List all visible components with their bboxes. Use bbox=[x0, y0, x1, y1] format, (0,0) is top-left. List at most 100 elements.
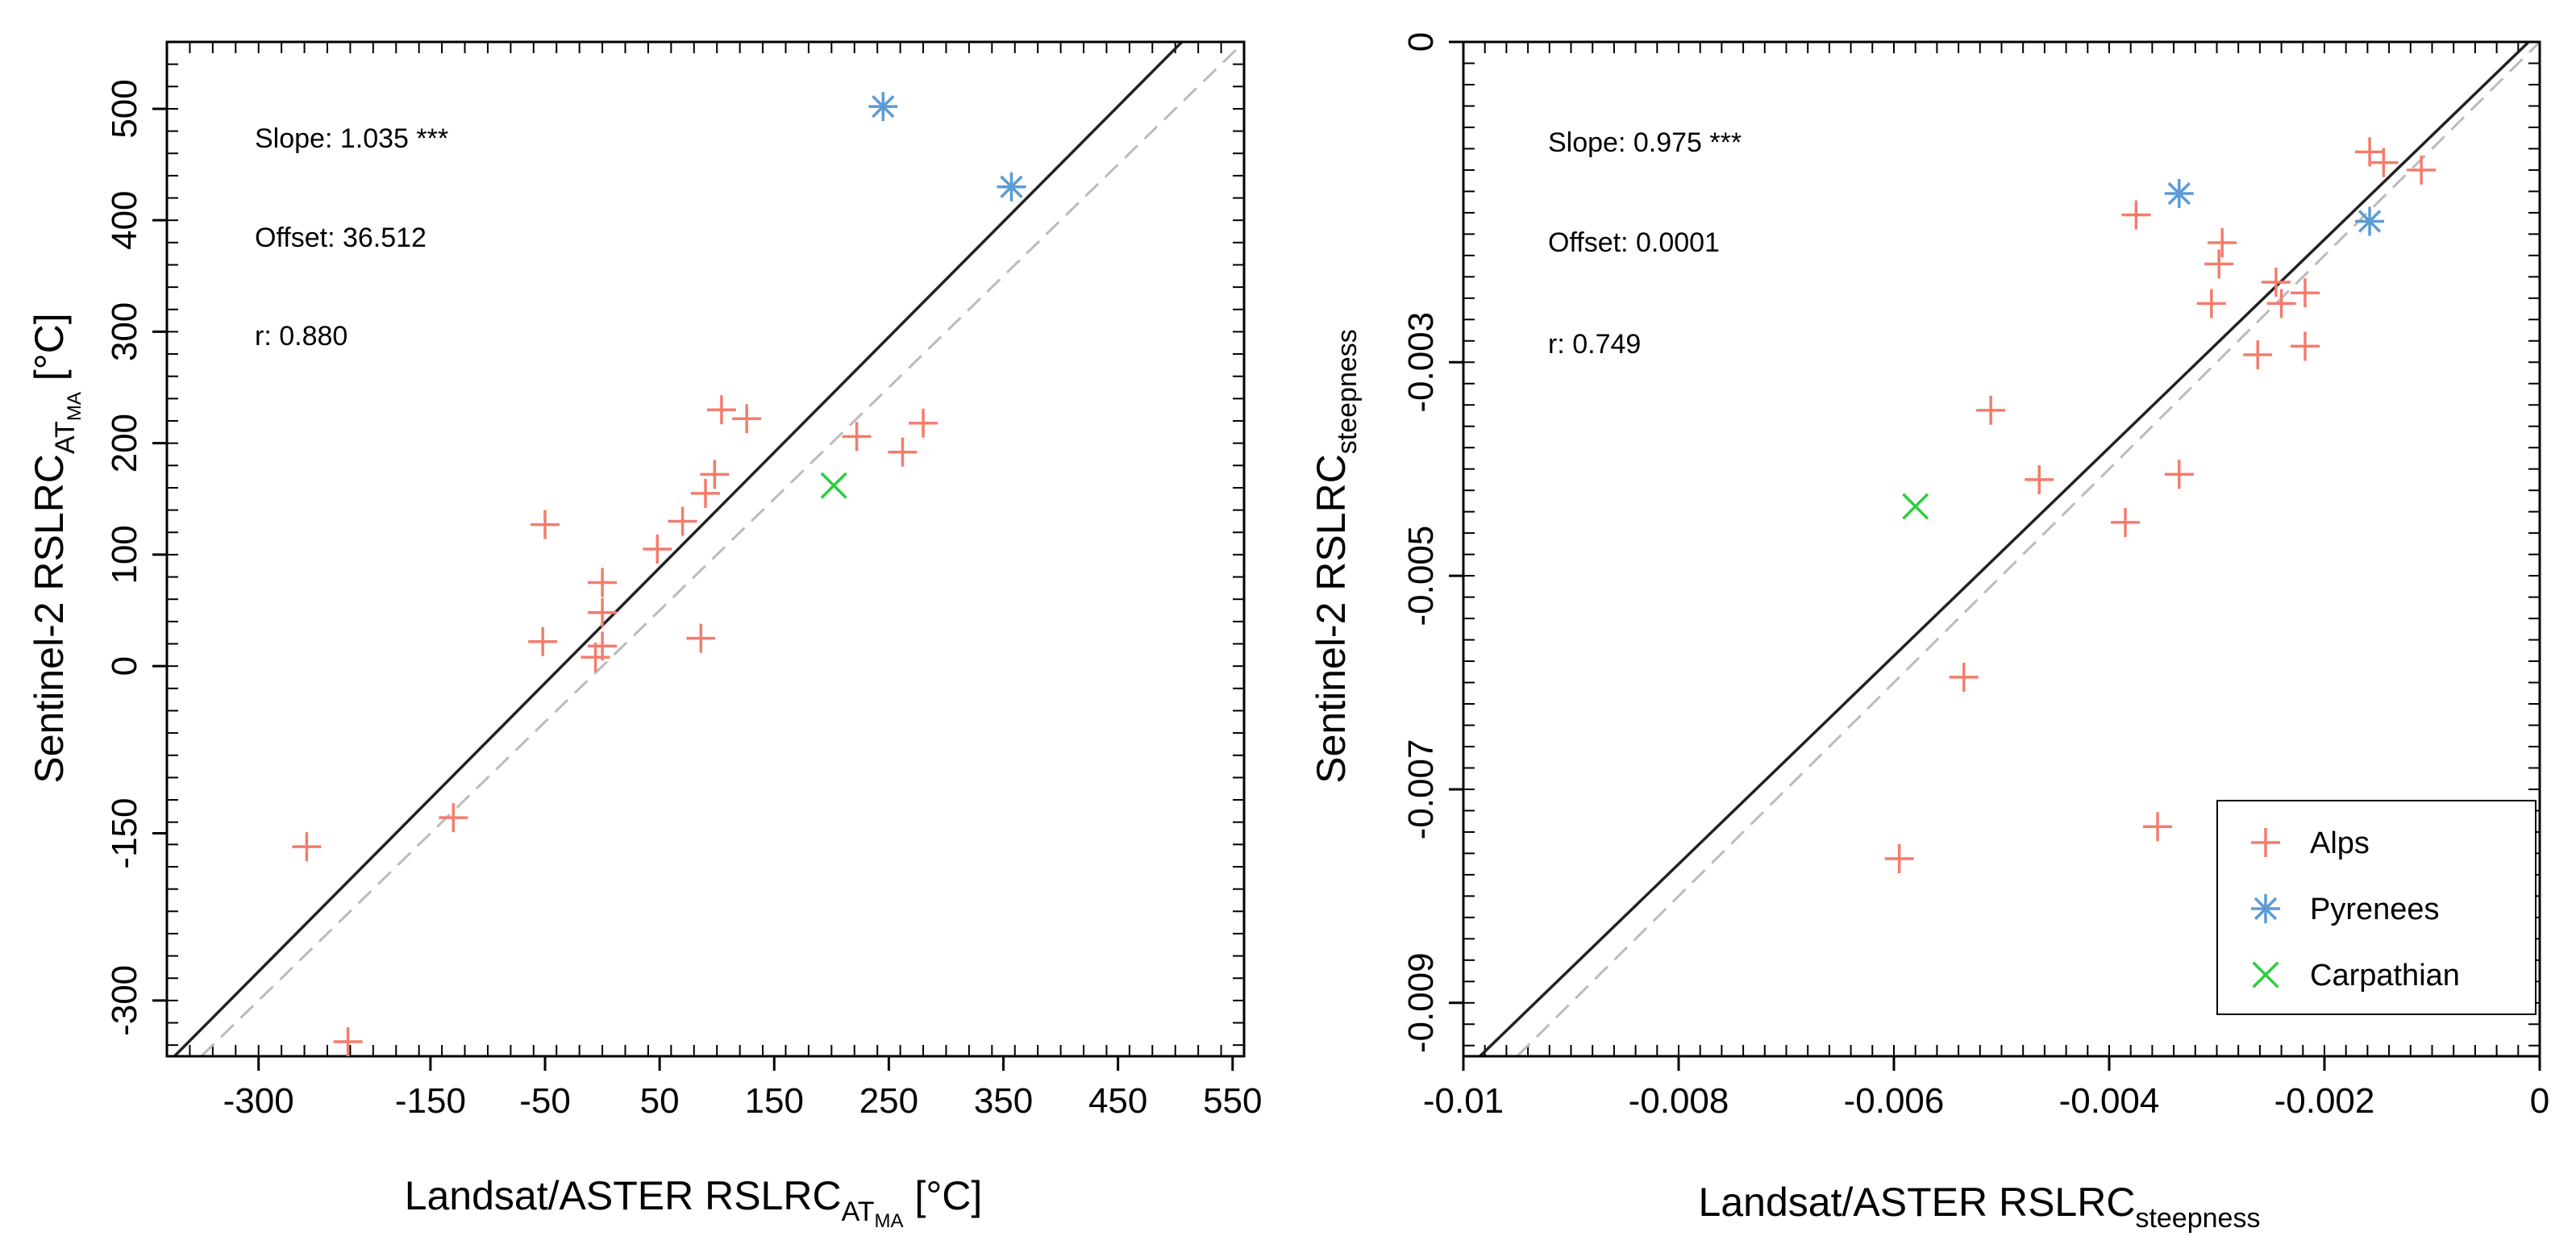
legend-label-alps: Alps bbox=[2310, 826, 2370, 860]
y-axis-title-unit: [°C] bbox=[27, 313, 72, 392]
point-alps bbox=[2143, 812, 2173, 842]
stat-annotation: Slope: 0.975 *** bbox=[1548, 127, 1742, 158]
y-tick-label: -0.005 bbox=[1401, 526, 1441, 626]
point-alps bbox=[2164, 460, 2194, 489]
minor-ticks bbox=[166, 41, 1245, 1056]
stat-annotation: r: 0.749 bbox=[1548, 329, 1641, 360]
x-tick-label: -0.004 bbox=[2059, 1081, 2160, 1121]
legend-label-pyrenees: Pyrenees bbox=[2310, 893, 2440, 926]
x-axis-title: Landsat/ASTER RSLRCsteepness bbox=[1699, 1180, 2261, 1234]
point-pyrenees bbox=[2164, 179, 2194, 209]
point-pyrenees bbox=[2355, 206, 2385, 236]
point-alps bbox=[888, 437, 918, 467]
y-tick-label: 0 bbox=[105, 656, 144, 676]
point-alps bbox=[2196, 289, 2226, 318]
y-tick-label: -150 bbox=[105, 797, 144, 868]
y-tick-label: 400 bbox=[105, 190, 144, 249]
legend-label-carpathian: Carpathian bbox=[2310, 959, 2460, 993]
stat-annotation: Offset: 0.0001 bbox=[1548, 227, 1720, 258]
point-alps bbox=[2204, 249, 2234, 279]
x-tick-label: 150 bbox=[745, 1081, 804, 1121]
stat-annotation: Slope: 1.035 *** bbox=[255, 123, 448, 154]
y-axis-title-main: Sentinel-2 RSLRC bbox=[27, 454, 72, 784]
y-axis-title: Sentinel-2 RSLRCsteepness bbox=[1309, 329, 1363, 784]
point-alps bbox=[668, 506, 697, 536]
x-tick-label: -0.01 bbox=[1423, 1081, 1504, 1121]
point-alps bbox=[909, 408, 938, 438]
x-tick-label: -0.006 bbox=[1844, 1081, 1945, 1121]
point-alps bbox=[706, 395, 736, 425]
point-alps bbox=[2290, 331, 2320, 361]
point-alps bbox=[531, 510, 560, 539]
y-axis-title: Sentinel-2 RSLRCATMA [°C] bbox=[27, 313, 85, 783]
x-tick-label: 450 bbox=[1088, 1081, 1147, 1121]
y-axis-title-sub: AT bbox=[50, 421, 81, 454]
plot-frame bbox=[165, 40, 1246, 1058]
point-pyrenees bbox=[868, 92, 898, 122]
x-axis-title-subsub: MA bbox=[875, 1210, 904, 1232]
y-tick-label: -0.007 bbox=[1401, 739, 1441, 840]
one-to-one-line bbox=[200, 42, 1244, 1056]
x-tick-label: -150 bbox=[395, 1081, 466, 1121]
point-pyrenees bbox=[997, 172, 1026, 202]
legend: Alps Pyrenees Carpathian bbox=[2216, 800, 2536, 1015]
x-tick-label: -50 bbox=[519, 1081, 571, 1121]
point-alps bbox=[2111, 507, 2141, 537]
point-alps bbox=[581, 643, 610, 672]
regression-line bbox=[1478, 42, 2531, 1056]
point-alps bbox=[842, 422, 872, 452]
point-alps bbox=[2243, 339, 2273, 369]
point-alps bbox=[292, 832, 322, 862]
y-tick-label: 0 bbox=[1401, 32, 1441, 52]
plot-frame bbox=[1462, 40, 2541, 1058]
point-alps bbox=[2369, 148, 2399, 177]
point-alps bbox=[686, 623, 716, 653]
point-alps bbox=[588, 568, 618, 597]
y-axis-title-main: Sentinel-2 RSLRC bbox=[1309, 454, 1354, 784]
regression-line bbox=[172, 42, 1184, 1056]
stat-annotation: Offset: 36.512 bbox=[255, 223, 427, 253]
point-alps bbox=[2208, 227, 2237, 257]
x-tick-label: 0 bbox=[2530, 1081, 2549, 1121]
y-tick-label: -300 bbox=[105, 965, 144, 1036]
point-alps bbox=[588, 631, 618, 661]
chart-left-atma: -300 -150 -50 50 150 250 350 450 550 -300 -150 0 100… bbox=[27, 40, 1262, 1232]
point-carpathian bbox=[1902, 493, 1929, 520]
point-alps bbox=[2290, 278, 2320, 308]
point-alps bbox=[528, 626, 558, 656]
x-tick-label: -0.002 bbox=[2274, 1081, 2375, 1121]
y-axis-title-subsub: MA bbox=[64, 392, 85, 421]
y-tick-label: -0.009 bbox=[1401, 952, 1441, 1053]
x-tick-label: 350 bbox=[974, 1081, 1033, 1121]
legend-marker-carpathian bbox=[2252, 961, 2279, 989]
y-axis-title-sub: steepness bbox=[1332, 329, 1363, 454]
x-tick-label: -0.008 bbox=[1629, 1081, 1729, 1121]
x-axis-title: Landsat/ASTER RSLRCATMA [°C] bbox=[405, 1173, 983, 1232]
x-tick-label: -300 bbox=[223, 1081, 294, 1121]
point-alps bbox=[2407, 155, 2437, 185]
point-alps bbox=[2025, 464, 2054, 494]
y-tick-label: -0.003 bbox=[1401, 312, 1441, 413]
x-tick-label: 50 bbox=[640, 1081, 680, 1121]
y-tick-label: 100 bbox=[105, 525, 144, 584]
point-alps bbox=[700, 460, 730, 489]
x-axis-title-unit: [°C] bbox=[904, 1173, 983, 1218]
chart-right-steepness: -0.01 -0.008 -0.006 -0.004 -0.002 0 -0.009 -0.0… bbox=[1309, 32, 2549, 1234]
x-tick-label: 550 bbox=[1203, 1081, 1262, 1121]
one-to-one-line bbox=[1516, 42, 2540, 1056]
y-tick-label: 300 bbox=[105, 302, 144, 361]
x-axis-title-main: Landsat/ASTER RSLRC bbox=[405, 1173, 842, 1218]
point-alps bbox=[1949, 662, 1979, 692]
point-carpathian bbox=[820, 472, 847, 499]
y-tick-label: 200 bbox=[105, 414, 144, 472]
point-alps bbox=[691, 478, 720, 508]
legend-marker-alps bbox=[2251, 828, 2280, 857]
point-alps bbox=[2261, 267, 2291, 297]
x-tick-label: 250 bbox=[859, 1081, 918, 1121]
x-axis-title-main: Landsat/ASTER RSLRC bbox=[1699, 1180, 2136, 1225]
x-axis-title-sub: AT bbox=[842, 1197, 875, 1227]
point-alps bbox=[643, 535, 672, 564]
point-alps bbox=[1884, 844, 1914, 874]
legend-marker-pyrenees bbox=[2251, 894, 2280, 923]
point-alps bbox=[439, 803, 468, 833]
